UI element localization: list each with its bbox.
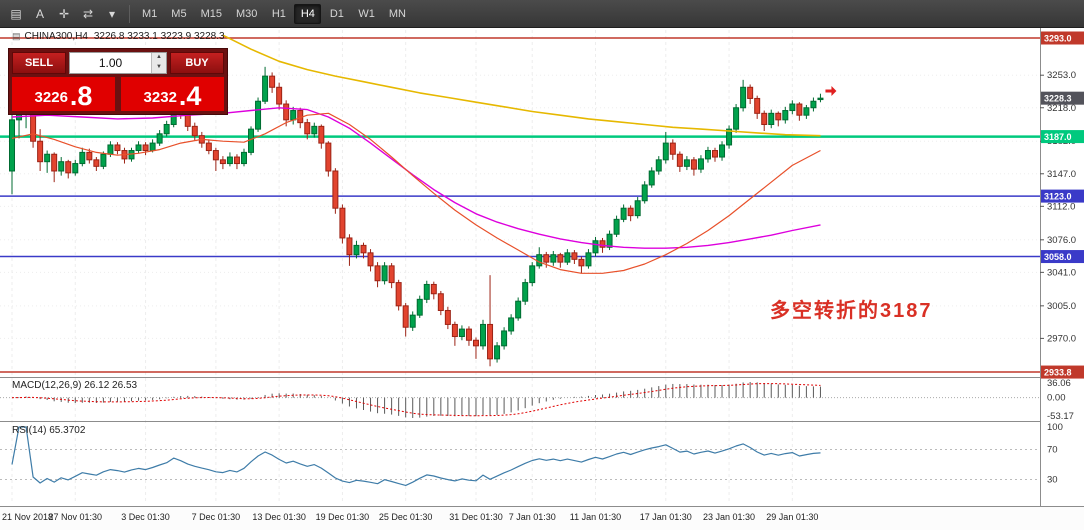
chart-canvas[interactable]: 3253.03218.03182.03147.03112.03076.03041…	[0, 28, 1084, 506]
time-label: 3 Dec 01:30	[121, 512, 170, 522]
time-label: 7 Dec 01:30	[191, 512, 241, 522]
time-label: 11 Jan 01:30	[569, 512, 622, 522]
svg-text:0.00: 0.00	[1047, 393, 1066, 404]
svg-text:2933.8: 2933.8	[1044, 368, 1072, 378]
tf-button-m30[interactable]: M30	[230, 4, 263, 24]
volume-value: 1.00	[98, 56, 123, 70]
svg-text:3041.0: 3041.0	[1047, 267, 1076, 278]
svg-text:36.06: 36.06	[1047, 378, 1071, 389]
time-label: 25 Dec 01:30	[378, 512, 433, 522]
tf-button-m15[interactable]: M15	[195, 4, 228, 24]
svg-text:3228.3: 3228.3	[1044, 94, 1072, 104]
time-axis[interactable]: 21 Nov 2018 27 Nov 01:30 3 Dec 01:30 7 Dec …	[0, 506, 1084, 530]
candles	[9, 66, 824, 367]
bid-frac: .8	[69, 80, 93, 111]
bid-main: 3226	[34, 89, 68, 106]
timeframe-buttons: M1 M5 M15 M30 H1 H4 D1 W1 MN	[136, 3, 412, 24]
time-label: 13 Dec 01:30	[252, 512, 306, 522]
price-axis[interactable]: 3253.03218.03182.03147.03112.03076.03041…	[1040, 28, 1084, 506]
svg-text:3253.0: 3253.0	[1047, 70, 1076, 81]
buy-button[interactable]: BUY	[170, 52, 224, 74]
chevron-down-icon[interactable]: ▾	[108, 6, 116, 21]
time-label: 19 Dec 01:30	[315, 512, 370, 522]
level-lines	[0, 37, 1040, 373]
svg-text:3112.0: 3112.0	[1047, 201, 1075, 212]
text-label-icon[interactable]: A	[35, 6, 44, 21]
time-label: 23 Jan 01:30	[703, 512, 756, 522]
svg-text:3218.0: 3218.0	[1047, 103, 1076, 114]
tf-button-h1[interactable]: H1	[265, 4, 292, 24]
svg-text:70: 70	[1047, 445, 1058, 456]
svg-text:3005.0: 3005.0	[1047, 301, 1076, 312]
svg-text:3058.0: 3058.0	[1044, 252, 1072, 262]
svg-text:100: 100	[1047, 422, 1063, 433]
bid-price-tile[interactable]: 3226 .8	[12, 77, 115, 111]
ask-frac: .4	[178, 80, 202, 111]
rsi-panel	[0, 426, 1040, 486]
svg-text:-53.17: -53.17	[1047, 411, 1074, 422]
price-level-label	[1041, 250, 1084, 264]
tf-button-m1[interactable]: M1	[136, 4, 163, 24]
volume-up-icon[interactable]: ▲	[156, 54, 162, 60]
price-level-label	[1041, 130, 1084, 144]
new-chart-icon[interactable]: ▤	[10, 6, 22, 21]
time-label: 29 Jan 01:30	[766, 512, 819, 522]
ma-slow-yellow	[222, 34, 821, 137]
crosshair-icon[interactable]: ✛	[58, 6, 70, 21]
macd-panel	[0, 382, 1040, 418]
volume-field[interactable]: 1.00 ▲ ▼	[69, 52, 167, 74]
volume-stepper[interactable]: ▲ ▼	[151, 53, 166, 73]
price-level-label	[1041, 31, 1084, 45]
price-level-label	[1041, 91, 1084, 105]
time-label: 17 Jan 01:30	[639, 512, 692, 522]
tf-button-d1[interactable]: D1	[323, 4, 350, 24]
svg-text:3123.0: 3123.0	[1044, 192, 1072, 202]
volume-down-icon[interactable]: ▼	[156, 64, 162, 70]
tf-button-w1[interactable]: W1	[352, 4, 381, 24]
price-level-label	[1041, 365, 1084, 379]
panel-separators	[0, 377, 1084, 422]
svg-text:3076.0: 3076.0	[1047, 235, 1076, 246]
sell-button[interactable]: SELL	[12, 52, 66, 74]
price-level-label	[1041, 189, 1084, 203]
time-label: 21 Nov 2018	[2, 512, 54, 522]
ask-price-tile[interactable]: 3232 .4	[121, 77, 224, 111]
toolbar-separator	[129, 4, 130, 23]
price-arrow-marker	[825, 86, 837, 97]
time-label: 31 Dec 01:30	[449, 512, 503, 522]
time-label: 7 Jan 01:30	[508, 512, 556, 522]
svg-text:30: 30	[1047, 475, 1058, 486]
one-click-trade-panel: SELL 1.00 ▲ ▼ BUY 3226 .8 3232 .4	[8, 48, 228, 115]
templates-icon[interactable]: ⇄	[82, 6, 94, 21]
ma-fast-red	[11, 112, 821, 274]
svg-text:2970.0: 2970.0	[1047, 333, 1076, 344]
svg-text:3293.0: 3293.0	[1044, 34, 1072, 44]
toolbar-icons: ▤ A ✛ ⇄ ▾	[5, 4, 123, 24]
tf-button-h4[interactable]: H4	[294, 3, 322, 24]
ask-main: 3232	[143, 89, 177, 106]
tf-button-m5[interactable]: M5	[165, 4, 192, 24]
tf-button-mn[interactable]: MN	[383, 4, 412, 24]
time-label: 27 Nov 01:30	[48, 512, 103, 522]
svg-text:3187.0: 3187.0	[1044, 132, 1072, 142]
svg-text:3147.0: 3147.0	[1047, 169, 1076, 180]
top-toolbar: ▤ A ✛ ⇄ ▾ M1 M5 M15 M30 H1 H4 D1 W1 MN	[0, 0, 1084, 28]
